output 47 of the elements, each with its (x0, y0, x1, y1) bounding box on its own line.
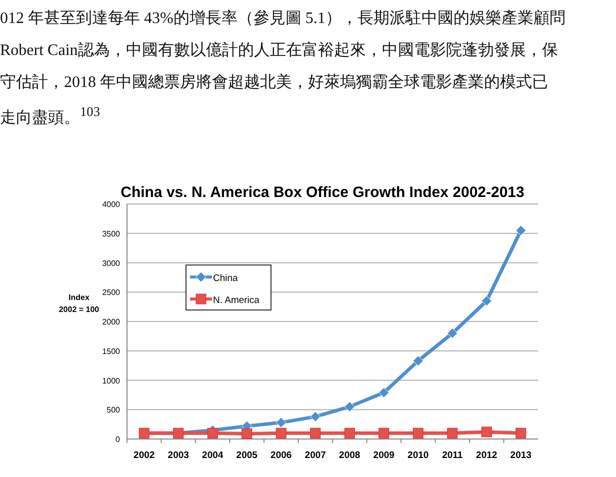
y-tick-label: 0 (116, 435, 121, 444)
x-tick-label: 2013 (510, 450, 532, 461)
point (447, 328, 458, 338)
point (310, 411, 321, 422)
point (344, 401, 355, 412)
text: 012 年甚至到達每年 43%的增長率（參見圖 5.1），長期派駐中國的娛樂產業顧問 (0, 8, 566, 29)
point (378, 428, 390, 438)
y-tick-label: 3500 (102, 229, 121, 238)
point (344, 428, 355, 438)
text: 走向盡頭。$^{103}$ (0, 104, 100, 128)
text: Robert Cain認為，中國有數以億計的人正在富裕起來，中國電影院蓬勃發展，保 (0, 40, 558, 61)
point (481, 296, 492, 306)
y-axis-title: Index 2002 = 100 (58, 293, 100, 314)
x-tick-label: 2004 (202, 450, 224, 461)
point (276, 417, 286, 428)
x-tick-label: 2012 (476, 450, 498, 461)
point (378, 387, 390, 398)
point (412, 356, 424, 366)
text: 守估計，2018 年中國總票房將會超越北美，好萊塢獨霸全球電影產業的模式已 (0, 72, 548, 93)
x-tick-label: 2007 (304, 450, 326, 461)
x-tick-label: 2003 (168, 450, 189, 461)
point (310, 428, 321, 438)
chart-title: China vs. N. America Box Office Growth Index 2002-2013 (120, 184, 524, 201)
y-tick-label: 1000 (102, 376, 121, 386)
y-tick-label: 3000 (102, 258, 121, 268)
x-tick-label: 2011 (442, 450, 464, 461)
legend-label: China (213, 273, 239, 284)
x-tick-label: 2002 (134, 450, 155, 461)
y-tick-label: 500 (106, 406, 121, 415)
point (516, 428, 526, 438)
point (207, 428, 218, 438)
y-tick-label: 4000 (102, 200, 121, 209)
x-tick-label: 2005 (236, 450, 258, 461)
y-tick-label: 1500 (102, 346, 121, 356)
point (516, 225, 526, 236)
y-tick-label: 2000 (102, 318, 121, 326)
point (447, 428, 458, 438)
legend-label: N. America (213, 295, 260, 306)
x-tick-label: 2006 (270, 450, 292, 461)
point (242, 428, 252, 439)
x-tick-label: 2010 (408, 450, 429, 461)
x-tick-label: 2009 (373, 450, 394, 461)
y-tick-label: 2500 (102, 288, 121, 298)
point (481, 426, 492, 438)
point (412, 428, 424, 438)
x-tick-label: 2008 (339, 450, 360, 461)
point (276, 428, 286, 438)
